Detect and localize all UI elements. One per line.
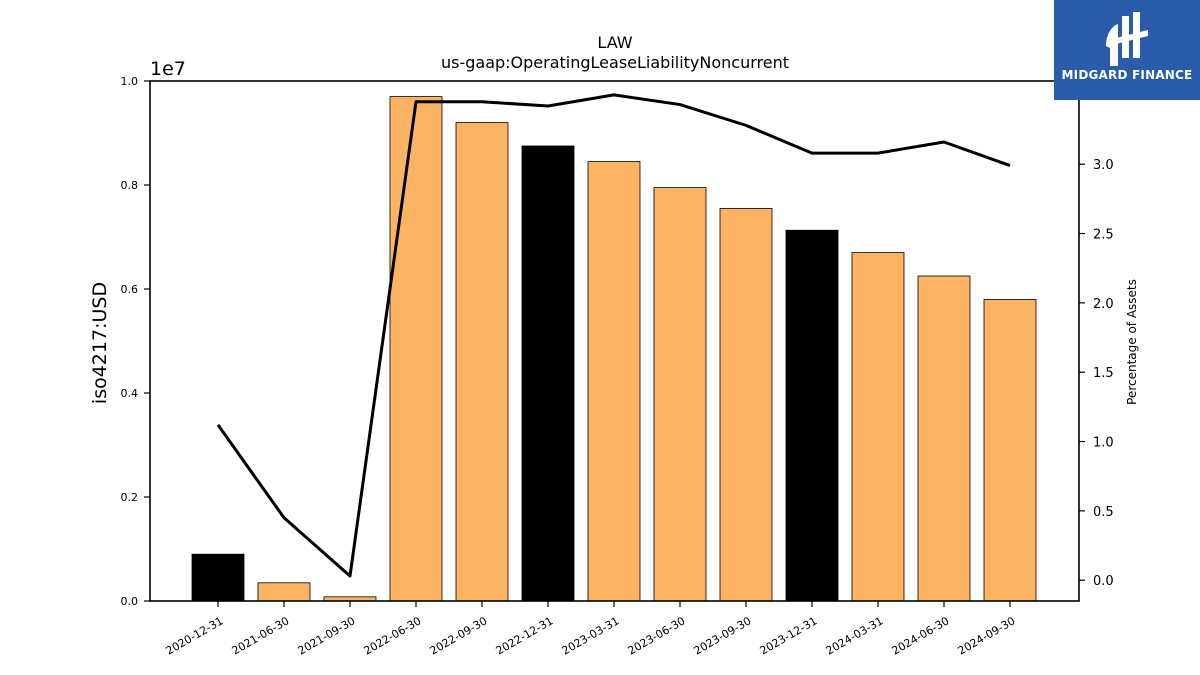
y-axis-label: iso4217:USD	[89, 282, 111, 404]
bar-2023-09-30	[719, 207, 773, 602]
x-tick-label: 2021-06-30	[230, 614, 292, 657]
y2-tick-label: 0.0	[1093, 574, 1114, 589]
x-tick-label: 2022-06-30	[362, 614, 424, 657]
y-tick-label: 0.4	[121, 387, 139, 400]
x-tick-label: 2021-09-30	[296, 614, 358, 657]
x-tick-label: 2023-06-30	[626, 614, 688, 657]
y-tick-label: 1.0	[121, 75, 139, 88]
bar-2023-06-30	[653, 187, 707, 602]
y2-axis-label: Percentage of Assets	[1125, 279, 1139, 405]
x-tick-label: 2024-03-31	[824, 614, 886, 657]
x-tick-label: 2022-09-30	[428, 614, 490, 657]
chart-title: LAW	[597, 33, 632, 52]
y-tick-label: 0.2	[121, 491, 139, 504]
series-line-percentage	[216, 93, 1011, 578]
logo-text: MIDGARD FINANCE	[1061, 68, 1193, 82]
company-logo: MIDGARD FINANCE	[1054, 0, 1200, 100]
y-tick-label: 0.8	[121, 179, 139, 192]
y2-tick-label: 2.0	[1093, 297, 1114, 312]
bar-2023-03-31	[587, 161, 641, 602]
bar-2023-12-31	[785, 229, 839, 602]
bar-2022-09-30	[455, 122, 509, 602]
bar-2020-12-31	[191, 553, 245, 602]
x-tick-label: 2024-06-30	[890, 614, 952, 657]
line-layer	[216, 93, 1011, 578]
y-tick-label: 0.6	[121, 283, 139, 296]
bar-2022-12-31	[521, 145, 575, 602]
bar-2024-06-30	[917, 275, 971, 602]
x-tick-label: 2020-12-31	[164, 614, 226, 657]
x-tick-label: 2023-12-31	[758, 614, 820, 657]
bar-2024-09-30	[983, 298, 1037, 602]
logo-mark-icon	[1106, 12, 1148, 66]
bar-2022-06-30	[389, 96, 443, 602]
bar-2024-03-31	[851, 252, 905, 602]
y2-tick-label: 1.0	[1093, 436, 1114, 451]
x-tick-label: 2023-03-31	[560, 614, 622, 657]
y-offset-label: 1e7	[150, 58, 186, 80]
y2-tick-label: 2.5	[1093, 228, 1114, 243]
x-tick-label: 2023-09-30	[692, 614, 754, 657]
bars-layer	[191, 96, 1037, 602]
chart-subtitle: us-gaap:OperatingLeaseLiabilityNoncurren…	[441, 53, 789, 72]
y2-tick-label: 1.5	[1093, 366, 1114, 381]
x-tick-label: 2024-09-30	[956, 614, 1018, 657]
x-tick-label: 2022-12-31	[494, 614, 556, 657]
bar-2021-06-30	[257, 582, 311, 602]
y2-tick-label: 3.0	[1093, 158, 1114, 173]
y-tick-label: 0.0	[121, 595, 139, 608]
y2-tick-label: 0.5	[1093, 505, 1114, 520]
